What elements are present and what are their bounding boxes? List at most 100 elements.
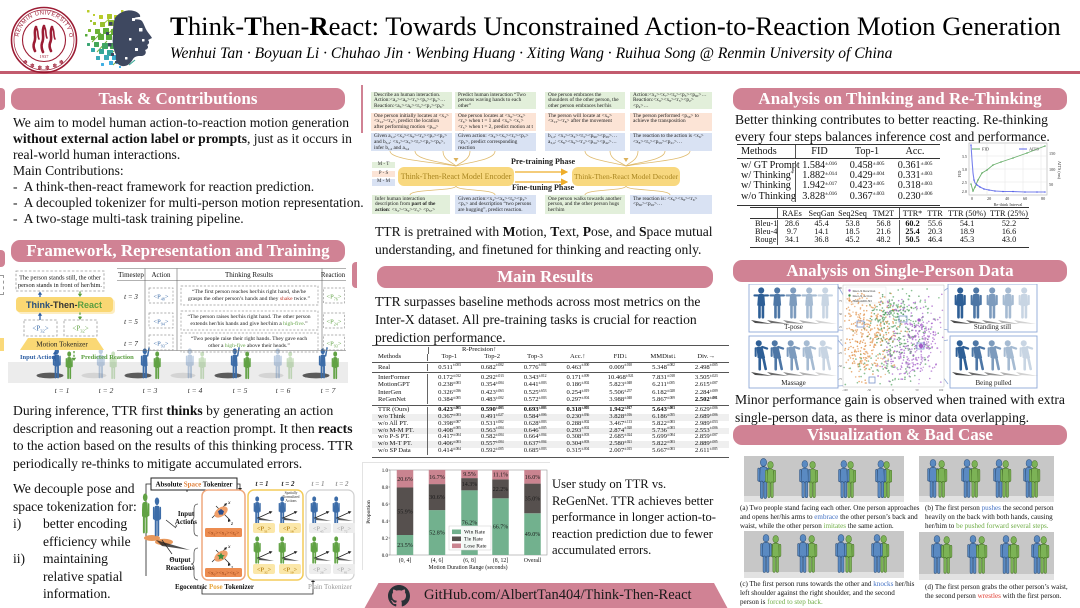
svg-text:<P32>: <P32> (257, 567, 272, 575)
svg-text:The person stands still, the o: The person stands still, the other (19, 275, 102, 282)
svg-text:“The person raises her/his rig: “The person raises her/his right hand. T… (187, 313, 310, 320)
svg-text:HumanML3D: HumanML3D (853, 299, 873, 303)
svg-text:t = 3: t = 3 (143, 386, 158, 395)
svg-text:Being pulled: Being pulled (976, 379, 1012, 387)
svg-text:-50: -50 (838, 364, 842, 368)
svg-text:Think-Then-React: Think-Then-React (26, 300, 102, 310)
svg-text:t = 7: t = 7 (321, 386, 336, 395)
svg-text:t = 4: t = 4 (188, 386, 203, 395)
svg-text:Thinking Results: Thinking Results (225, 271, 273, 279)
svg-text:(4, 6]: (4, 6] (431, 557, 444, 564)
svg-text:1937: 1937 (40, 54, 50, 59)
svg-text:50: 50 (1049, 182, 1053, 187)
svg-text:Spatially: Spatially (285, 491, 298, 495)
svg-text:Overall: Overall (524, 558, 542, 564)
svg-text:23.5%: 23.5% (397, 543, 413, 549)
svg-text:“The first person reaches her/: “The first person reaches her/his right … (192, 288, 307, 295)
svg-text:other a high-five above their: other a high-five above their heads.” (208, 342, 290, 349)
svg-text:✽: ✽ (53, 63, 58, 70)
svg-text:Motion Duration Range (seconds: Motion Duration Range (seconds) (428, 564, 507, 571)
svg-text:✽: ✽ (38, 65, 43, 72)
svg-text:49.0%: 49.0% (525, 532, 541, 538)
svg-text:100: 100 (1049, 167, 1055, 172)
svg-text:<P45>: <P45> (313, 526, 327, 534)
svg-text:35.0%: 35.0% (525, 497, 541, 503)
svg-text:0.0: 0.0 (382, 554, 389, 559)
svg-text:80: 80 (1041, 196, 1045, 201)
svg-text:<P26>: <P26> (313, 567, 327, 575)
svg-text:<P76>: <P76> (327, 294, 342, 302)
svg-text:<x2><x3><r6>: <x2><x3><r6> (208, 531, 240, 537)
svg-text:✽: ✽ (23, 59, 28, 66)
svg-text:3.5: 3.5 (962, 154, 967, 159)
svg-text:grasps the other person’s hand: grasps the other person’s hands and they… (188, 296, 310, 302)
svg-text:55.9%: 55.9% (397, 509, 413, 515)
svg-text:FID: FID (982, 147, 989, 152)
svg-text:Win Rate: Win Rate (464, 530, 486, 536)
svg-text:-75: -75 (838, 377, 842, 381)
svg-text:50: 50 (916, 388, 920, 392)
svg-text:x: x (227, 500, 231, 506)
svg-text:<P32>: <P32> (32, 325, 48, 334)
svg-text:<P48>: <P48> (154, 294, 169, 302)
svg-text:t = 2: t = 2 (336, 480, 349, 488)
svg-text:100: 100 (939, 388, 944, 392)
svg-text:Reactions: Reactions (166, 565, 195, 572)
svg-text:0: 0 (971, 196, 973, 201)
svg-text:16.0%: 16.0% (525, 475, 541, 481)
svg-text:Absolute Space Tokenizer: Absolute Space Tokenizer (155, 481, 232, 489)
svg-text:t = 7: t = 7 (124, 340, 138, 348)
svg-text:t = 6: t = 6 (276, 386, 291, 395)
svg-text:0.6: 0.6 (382, 503, 389, 508)
svg-text:(8, 12]: (8, 12] (493, 557, 509, 564)
svg-text:3.0: 3.0 (962, 167, 967, 172)
svg-text:✽: ✽ (45, 65, 50, 72)
svg-text:(0, 4]: (0, 4] (399, 557, 412, 564)
svg-text:<P24>: <P24> (327, 319, 342, 327)
svg-text:FID: FID (957, 171, 962, 178)
svg-text:<P93>: <P93> (327, 341, 342, 349)
svg-text:Reaction: Reaction (321, 272, 346, 279)
svg-text:t = 1: t = 1 (256, 480, 269, 488)
svg-text:Egocentric Pose Tokenizer: Egocentric Pose Tokenizer (175, 583, 254, 591)
svg-text:0: 0 (892, 388, 894, 392)
svg-text:<P51>: <P51> (257, 526, 272, 534)
svg-text:Plain Tokenizer: Plain Tokenizer (308, 583, 353, 591)
svg-text:-100: -100 (842, 388, 848, 392)
svg-text:t = 1: t = 1 (55, 386, 70, 395)
svg-text:Proportion: Proportion (366, 500, 372, 524)
svg-text:<P10>: <P10> (283, 567, 298, 575)
svg-text:✽: ✽ (59, 59, 64, 66)
svg-text:<P72>: <P72> (337, 526, 351, 534)
svg-text:<P94>: <P94> (154, 319, 169, 327)
svg-text:-50: -50 (867, 388, 871, 392)
svg-text:z: z (230, 521, 234, 527)
svg-text:16.7%: 16.7% (429, 475, 445, 481)
svg-text:t = 2: t = 2 (282, 480, 295, 488)
svg-text:60: 60 (1023, 196, 1027, 201)
svg-text:Re-think Interval: Re-think Interval (994, 202, 1024, 207)
svg-text:0: 0 (841, 338, 843, 342)
svg-text:AITS (ms): AITS (ms) (1057, 161, 1061, 180)
svg-text:9.5%: 9.5% (463, 472, 476, 478)
svg-text:150: 150 (1049, 151, 1055, 156)
svg-text:✽: ✽ (30, 63, 35, 70)
svg-text:<P18>: <P18> (283, 526, 298, 534)
svg-text:0.2: 0.2 (382, 537, 389, 542)
svg-text:1.0: 1.0 (382, 469, 389, 474)
svg-text:T-pose: T-pose (784, 323, 803, 331)
svg-text:z: z (170, 556, 174, 562)
svg-text:30.6%: 30.6% (429, 495, 445, 501)
svg-text:x: x (174, 523, 178, 529)
svg-text:Motion Tokenizer: Motion Tokenizer (36, 341, 88, 349)
svg-text:person stands in front of her/: person stands in front of her/him. (18, 282, 102, 289)
svg-text:66.7%: 66.7% (493, 525, 509, 531)
svg-text:Input Action: Input Action (20, 354, 56, 361)
svg-text:“Two people raise their right: “Two people raise their right hands. The… (191, 335, 308, 342)
svg-text:22.2%: 22.2% (493, 487, 509, 493)
svg-text:extends her/his hands and give: extends her/his hands and give her/him a… (190, 320, 308, 327)
svg-text:Timestep: Timestep (118, 271, 144, 279)
svg-text:0.4: 0.4 (382, 520, 389, 525)
svg-text:Actions: Actions (175, 519, 197, 526)
svg-text:<P81>: <P81> (337, 567, 351, 575)
